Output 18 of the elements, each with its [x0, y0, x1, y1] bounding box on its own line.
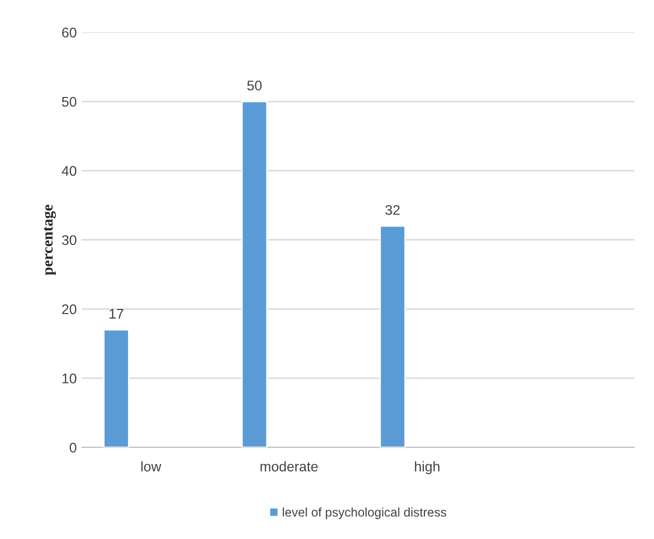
y-tick-label: 0	[70, 442, 76, 453]
data-label: 17	[110, 309, 124, 319]
y-tick-label: 40	[62, 166, 76, 176]
x-tick-label: high	[414, 461, 440, 474]
x-tick-label: moderate	[260, 461, 318, 472]
x-tick-label: low	[141, 461, 162, 472]
y-tick-label: 10	[62, 374, 76, 384]
data-label: 50	[247, 80, 262, 90]
y-axis-title: percentage	[44, 204, 56, 276]
bar	[241, 100, 268, 448]
bar	[379, 225, 406, 448]
bar	[103, 329, 130, 448]
data-label: 32	[385, 205, 400, 215]
y-tick-label: 20	[62, 304, 76, 314]
legend-label: level of psychological distress	[282, 507, 446, 520]
y-tick-label: 30	[62, 235, 76, 246]
y-tick-label: 50	[62, 96, 76, 107]
y-tick-label: 60	[62, 28, 76, 38]
